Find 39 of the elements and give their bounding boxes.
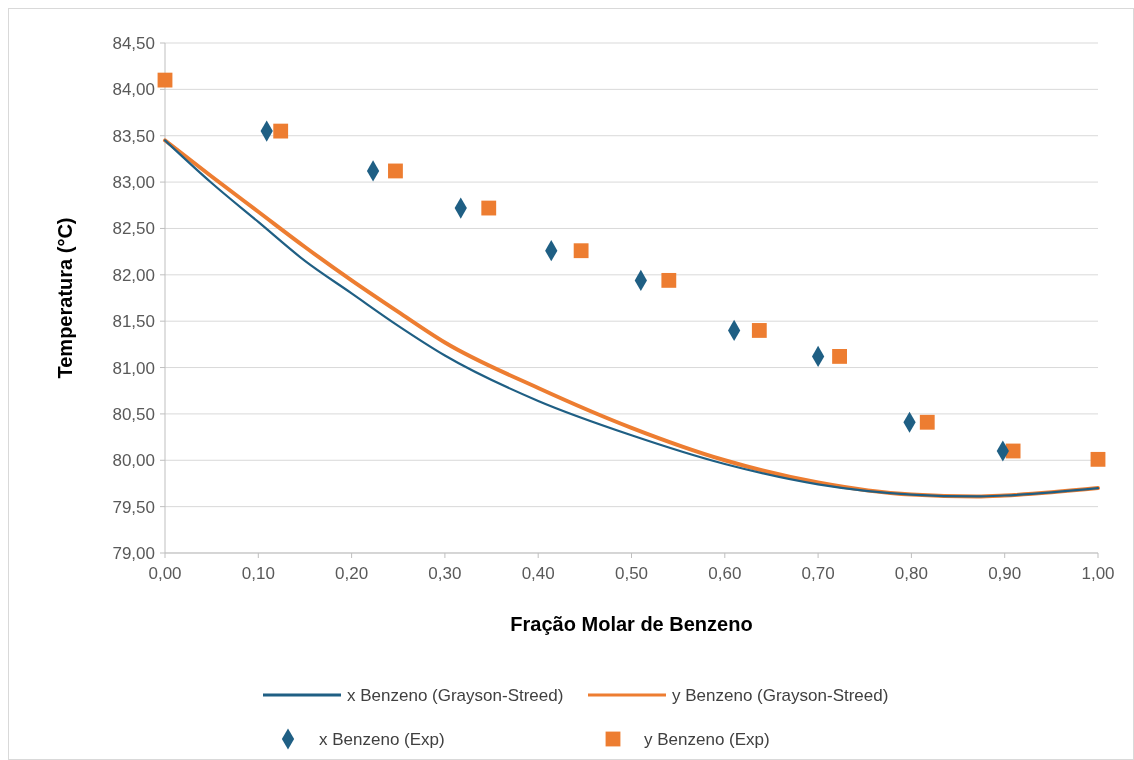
x-tick-label: 0,70 (801, 564, 835, 583)
point (832, 349, 847, 364)
legend-label: y Benzeno (Exp) (644, 730, 770, 749)
y-tick-label: 80,00 (112, 451, 155, 471)
y-tick-label: 79,00 (112, 544, 155, 563)
y-tick-label: 79,50 (112, 497, 155, 517)
y-tick-label: 84,00 (112, 80, 155, 100)
point (273, 123, 289, 139)
x-tick-label: 0,40 (521, 564, 555, 583)
legend-label: y Benzeno (Grayson-Streed) (672, 686, 889, 705)
y-tick-label: 83,00 (112, 173, 155, 193)
x-tick-label: 0,60 (708, 564, 742, 583)
legend-label: x Benzeno (Exp) (319, 730, 445, 749)
y-tick-label: 80,50 (112, 404, 155, 424)
y-tick-label: 83,50 (112, 126, 155, 146)
point (661, 272, 677, 288)
y-tick-label: 81,00 (112, 358, 155, 378)
x-tick-label: 0,20 (335, 564, 369, 583)
x-tick-label: 0,00 (148, 564, 182, 583)
legend-label: x Benzeno (Grayson-Streed) (347, 686, 564, 705)
point (388, 163, 403, 179)
x-tick-label: 0,90 (988, 564, 1022, 583)
point (481, 200, 497, 216)
x-axis-title: Fração Molar de Benzeno (510, 613, 753, 635)
point (157, 72, 173, 88)
point (573, 243, 589, 259)
x-tick-label: 0,50 (614, 564, 649, 583)
point (1090, 451, 1106, 467)
point (919, 414, 935, 430)
y-tick-label: 82,50 (112, 219, 155, 239)
y-tick-label: 84,50 (112, 34, 155, 53)
x-tick-label: 0,30 (428, 564, 462, 583)
y-tick-label: 81,50 (112, 312, 155, 332)
y-tick-label: 82,00 (112, 265, 155, 285)
x-tick-label: 1,00 (1081, 564, 1115, 583)
x-tick-label: 0,80 (894, 564, 928, 583)
x-tick-label: 0,10 (241, 564, 275, 583)
point (751, 323, 767, 338)
y-axis-title: Temperatura (°C) (54, 217, 76, 379)
